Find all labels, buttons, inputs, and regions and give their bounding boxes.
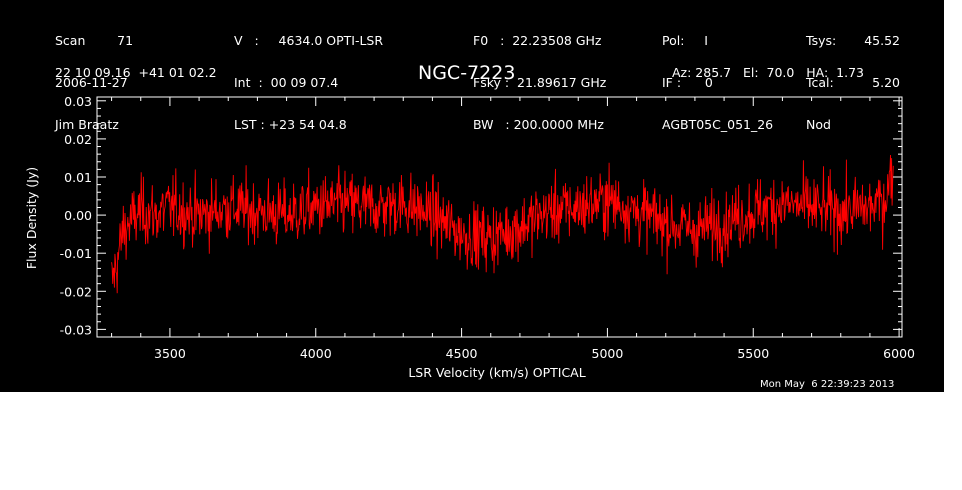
tsys-labels: Tsys: Tcal: Nod — [806, 6, 836, 160]
y-axis-label: Flux Density (Jy) — [24, 167, 39, 269]
date-line: 2006-11-27 — [55, 75, 128, 90]
plot-frame — [96, 96, 903, 338]
az-el-ha: Az: 285.7 El: 70.0 HA: 1.73 — [672, 65, 865, 80]
x-tick-label: 5500 — [737, 346, 769, 361]
tsys-label: Tsys: — [806, 33, 837, 48]
tcal-label: Tcal: — [806, 75, 834, 90]
velocity-info: V : 4634.0 OPTI-LSR Int : 00 09 07.4 LST… — [234, 6, 383, 160]
spectrum-plot-panel: Scan 71 2006-11-27 Jim Braatz V : 4634.0… — [0, 0, 944, 392]
plot-timestamp: Mon May 6 22:39:23 2013 — [760, 379, 895, 390]
y-tick-label: 0.00 — [64, 208, 92, 223]
nod-label: Nod — [806, 117, 831, 132]
y-tick-label: 0.01 — [64, 170, 92, 185]
x-tick-labels: 3500 4000 4500 5000 5500 6000 — [154, 346, 915, 361]
source-title: NGC-7223 — [418, 62, 516, 84]
x-tick-label: 3500 — [154, 346, 186, 361]
lst-line: LST : +23 54 04.8 — [234, 117, 347, 132]
spectrum-chart: 3500 4000 4500 5000 5500 6000 -0.03 -0.02 -0.01… — [24, 94, 915, 380]
y-tick-label: 0.03 — [64, 94, 92, 109]
if-line: IF : 0 — [662, 75, 713, 90]
x-tick-label: 4000 — [300, 346, 332, 361]
rest-frequency-line: F0 : 22.23508 GHz — [473, 33, 602, 48]
scan-line: Scan 71 — [55, 33, 134, 48]
polarization-info: Pol: I IF : 0 AGBT05C_051_26 — [662, 6, 773, 160]
observer-line: Jim Braatz — [55, 117, 119, 132]
y-tick-label: -0.01 — [60, 246, 92, 261]
y-tick-label: -0.02 — [60, 284, 92, 299]
velocity-line: V : 4634.0 OPTI-LSR — [234, 33, 384, 48]
pol-line: Pol: I — [662, 33, 708, 48]
tsys-values: 45.52 5.20 ​ — [850, 6, 900, 160]
x-axis-label: LSR Velocity (km/s) OPTICAL — [408, 365, 585, 380]
spectrum-line — [111, 154, 894, 294]
integration-line: Int : 00 09 07.4 — [234, 75, 339, 90]
x-tick-label: 4500 — [446, 346, 478, 361]
bandwidth-line: BW : 200.0000 MHz — [473, 117, 604, 132]
y-tick-label: 0.02 — [64, 132, 92, 147]
y-tick-label: -0.03 — [60, 322, 92, 337]
frequency-info: F0 : 22.23508 GHz Fsky : 21.89617 GHz BW… — [473, 6, 606, 160]
tsys-value: 45.52 — [864, 33, 900, 48]
source-coordinates: 22 10 09.16 +41 01 02.2 — [55, 65, 217, 80]
scan-info: Scan 71 2006-11-27 Jim Braatz — [55, 6, 133, 160]
sky-frequency-line: Fsky : 21.89617 GHz — [473, 75, 607, 90]
y-tick-labels: -0.03 -0.02 -0.01 0.00 0.01 0.02 0.03 — [60, 94, 92, 338]
axis-ticks — [97, 97, 902, 338]
x-tick-label: 6000 — [883, 346, 915, 361]
spectrum-series — [111, 154, 894, 294]
project-line: AGBT05C_051_26 — [662, 117, 774, 132]
tcal-value: 5.20 — [872, 75, 900, 90]
x-tick-label: 5000 — [592, 346, 624, 361]
